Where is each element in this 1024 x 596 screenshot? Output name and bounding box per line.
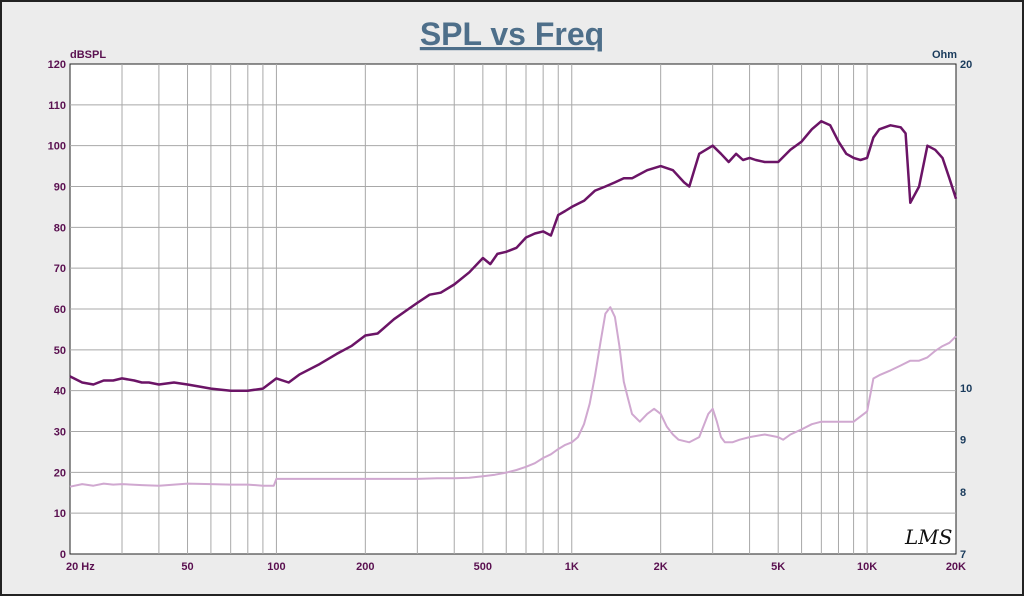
y-tick-label: 70 — [54, 263, 66, 275]
y2-tick-label: 8 — [960, 487, 966, 499]
series-line-spl — [69, 119, 958, 392]
y-tick-label: 50 — [54, 345, 66, 357]
x-tick-label: 1K — [565, 561, 579, 573]
x-tick-label: 2K — [654, 561, 668, 573]
y-tick-label: 30 — [54, 427, 66, 439]
y-ticks-right: 7 8 9 10 20 — [960, 59, 972, 561]
y-tick-label: 20 — [54, 467, 66, 479]
y-tick-label: 90 — [54, 182, 66, 194]
y-axis-label-left: dBSPL — [70, 49, 106, 61]
x-tick-label: 20 Hz — [66, 561, 95, 573]
x-tick-label: 50 — [181, 561, 193, 573]
y-tick-label: 40 — [54, 386, 66, 398]
x-tick-label: 10K — [857, 561, 877, 573]
y-tick-label: 60 — [54, 304, 66, 316]
x-tick-label: 100 — [267, 561, 285, 573]
chart-title: SPL vs Freq — [420, 16, 604, 52]
series-group — [69, 119, 958, 488]
x-tick-label: 5K — [771, 561, 785, 573]
y2-tick-label: 7 — [960, 549, 966, 561]
y-tick-label: 120 — [48, 59, 66, 71]
y-tick-label: 80 — [54, 222, 66, 234]
y-tick-label: 110 — [48, 100, 66, 112]
lms-logo: LMS — [904, 525, 952, 549]
y2-tick-label: 9 — [960, 435, 966, 447]
grid — [70, 64, 956, 554]
x-tick-label: 500 — [474, 561, 492, 573]
y-tick-label: 0 — [60, 549, 66, 561]
y2-tick-label: 20 — [960, 59, 972, 71]
y-tick-label: 10 — [54, 508, 66, 520]
y-tick-label: 100 — [48, 141, 66, 153]
series-line-impedance — [69, 306, 957, 488]
y-ticks-left: 0 10 20 30 40 50 60 70 80 90 100 110 120 — [48, 59, 66, 561]
x-ticks: 20 Hz 50 100 200 500 1K 2K 5K 10K 20K — [66, 561, 966, 573]
x-tick-label: 20K — [946, 561, 966, 573]
y-axis-label-right: Ohm — [932, 49, 957, 61]
y2-tick-label: 10 — [960, 383, 972, 395]
x-tick-label: 200 — [356, 561, 374, 573]
